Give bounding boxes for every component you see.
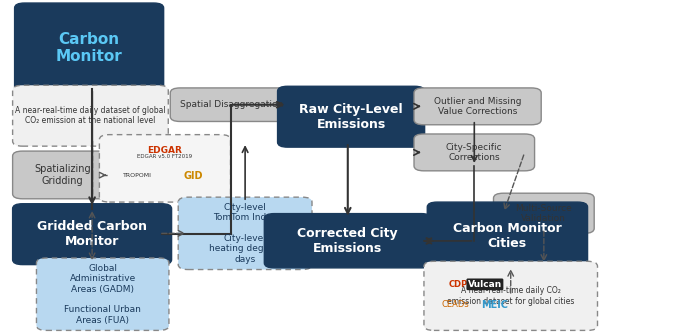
FancyBboxPatch shape xyxy=(414,88,541,125)
Text: Outlier and Missing
Value Corrections: Outlier and Missing Value Corrections xyxy=(434,97,521,116)
Text: Vulcan: Vulcan xyxy=(468,280,502,289)
FancyBboxPatch shape xyxy=(12,85,169,146)
FancyBboxPatch shape xyxy=(99,135,231,202)
Text: Global
Administrative
Areas (GADM)

Functional Urban
Areas (FUA): Global Administrative Areas (GADM) Funct… xyxy=(64,264,141,325)
FancyBboxPatch shape xyxy=(427,202,588,270)
FancyBboxPatch shape xyxy=(414,134,534,171)
Text: A near-real-time daily dataset of global
CO₂ emission at the national level: A near-real-time daily dataset of global… xyxy=(15,106,166,126)
Text: City-Specific
Corrections: City-Specific Corrections xyxy=(446,143,503,162)
Text: Spatial Disaggregation: Spatial Disaggregation xyxy=(180,100,283,109)
FancyBboxPatch shape xyxy=(36,258,169,330)
Text: Carbon
Monitor: Carbon Monitor xyxy=(55,32,123,64)
Text: Raw City-Level
Emissions: Raw City-Level Emissions xyxy=(299,103,403,131)
Text: CDP: CDP xyxy=(449,280,468,289)
FancyBboxPatch shape xyxy=(12,151,112,199)
Text: GID: GID xyxy=(184,171,203,181)
Text: TROPOMI: TROPOMI xyxy=(123,173,151,178)
FancyBboxPatch shape xyxy=(12,204,171,265)
FancyBboxPatch shape xyxy=(277,86,425,147)
Text: EDGAR: EDGAR xyxy=(147,146,182,155)
FancyBboxPatch shape xyxy=(493,193,594,233)
Text: EDGAR v5.0 FT2019: EDGAR v5.0 FT2019 xyxy=(138,154,192,159)
Text: Spatializing
Gridding: Spatializing Gridding xyxy=(34,164,90,186)
Text: CEADs: CEADs xyxy=(441,300,469,309)
Text: Multi-Source
Validation: Multi-Source Validation xyxy=(516,203,572,223)
Text: A near-real-time daily CO₂
emission dataset for global cities: A near-real-time daily CO₂ emission data… xyxy=(447,286,575,306)
FancyBboxPatch shape xyxy=(171,88,292,122)
Text: Corrected City
Emissions: Corrected City Emissions xyxy=(297,227,398,255)
Text: Carbon Monitor
Cities: Carbon Monitor Cities xyxy=(453,222,562,250)
FancyBboxPatch shape xyxy=(424,261,597,330)
FancyBboxPatch shape xyxy=(264,214,432,268)
Text: MEIC: MEIC xyxy=(482,300,508,310)
Text: Gridded Carbon
Monitor: Gridded Carbon Monitor xyxy=(37,220,147,248)
Text: City-level
TomTom Index

City-level
heating degree-
days: City-level TomTom Index City-level heati… xyxy=(209,203,282,264)
FancyBboxPatch shape xyxy=(14,3,164,94)
FancyBboxPatch shape xyxy=(178,197,312,270)
